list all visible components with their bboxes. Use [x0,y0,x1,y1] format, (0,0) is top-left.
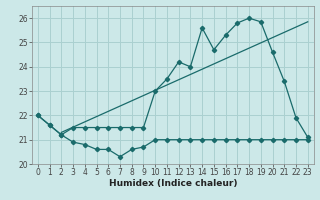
X-axis label: Humidex (Indice chaleur): Humidex (Indice chaleur) [108,179,237,188]
